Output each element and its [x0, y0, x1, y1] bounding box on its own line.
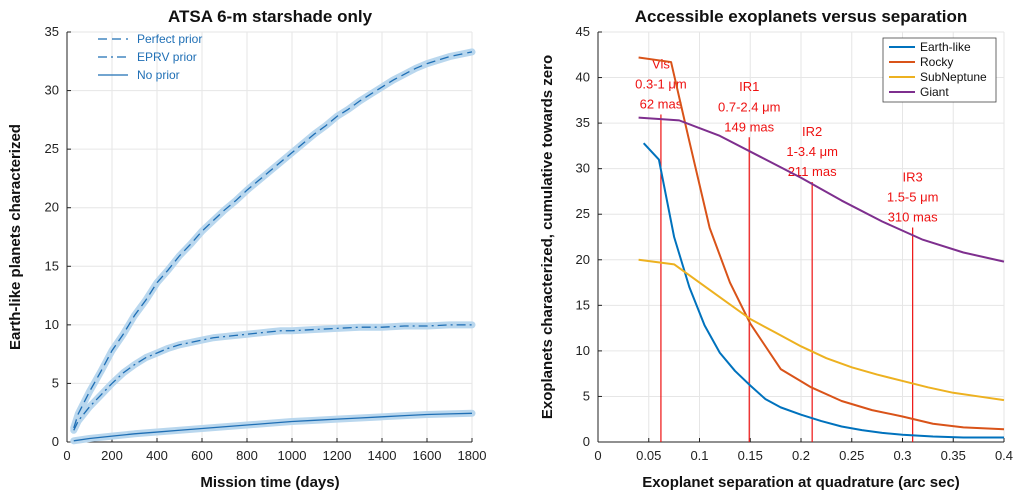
series-line-no-prior — [73, 412, 473, 442]
separation-marker-label: 1-3.4 μm — [786, 144, 838, 159]
legend-label: SubNeptune — [920, 70, 987, 84]
x-tick-label: 800 — [236, 448, 258, 463]
legend-label: Earth-like — [920, 40, 971, 54]
y-tick-label: 45 — [576, 24, 590, 39]
x-axis-label: Exoplanet separation at quadrature (arc … — [642, 474, 960, 491]
x-tick-label: 0 — [63, 448, 70, 463]
x-tick-label: 600 — [191, 448, 213, 463]
separation-marker-label: IR3 — [903, 169, 923, 184]
legend-label: Rocky — [920, 55, 953, 69]
series-line-eprv-prior — [73, 324, 472, 431]
series-band-0 — [70, 48, 476, 432]
legend-label: No prior — [137, 68, 180, 82]
y-axis-label: Earth-like planets characterized — [7, 124, 24, 350]
separation-marker-label: IR1 — [739, 79, 759, 94]
chart-panel-1: 0 200 400 600 800 1000 1200 1400 1600 1800 0 5 10 15 2… — [7, 7, 486, 491]
series-line-subneptune — [638, 258, 1005, 402]
x-tick-label: 0.35 — [941, 448, 966, 463]
y-tick-label: 0 — [52, 434, 59, 449]
separation-marker-label: Vis — [652, 56, 670, 71]
y-tick-label: 30 — [45, 83, 59, 98]
y-tick-label: 15 — [45, 258, 59, 273]
x-tick-label: 1800 — [458, 448, 487, 463]
y-tick-label: 15 — [576, 297, 590, 312]
series-band-2 — [70, 409, 476, 445]
x-axis-label: Mission time (days) — [200, 474, 339, 491]
chart-title: Accessible exoplanets versus separation — [635, 7, 968, 26]
y-tick-label: 5 — [583, 388, 590, 403]
y-tick-label: 20 — [45, 200, 59, 215]
x-tick-label: 400 — [146, 448, 168, 463]
y-tick-label: 5 — [52, 375, 59, 390]
y-tick-label: 35 — [576, 115, 590, 130]
separation-marker-label: 149 mas — [724, 119, 774, 134]
x-tick-label: 0.2 — [792, 448, 810, 463]
legend-label: Perfect prior — [137, 32, 202, 46]
x-tick-label: 0.1 — [690, 448, 708, 463]
x-tick-label: 0.25 — [839, 448, 864, 463]
x-tick-label: 0.05 — [636, 448, 661, 463]
y-tick-label: 10 — [576, 343, 590, 358]
x-tick-label: 0.15 — [738, 448, 763, 463]
y-tick-label: 20 — [576, 252, 590, 267]
x-tick-label: 0.4 — [995, 448, 1013, 463]
y-axis-label: Exoplanets characterized, cumulative tow… — [539, 55, 556, 419]
x-tick-label: 0 — [594, 448, 601, 463]
chart-panel-2: 0 0.05 0.1 0.15 0.2 0.25 0.3 0.35 0.4 0 5 10 15 20 25 3… — [539, 7, 1013, 491]
series-line-giant — [638, 116, 1005, 263]
separation-marker-label: IR2 — [802, 124, 822, 139]
series-line-perfect-prior — [73, 51, 473, 429]
x-tick-label: 1600 — [413, 448, 442, 463]
series-line-rocky — [638, 56, 1005, 431]
legend-label: Giant — [920, 85, 949, 99]
separation-marker-label: 310 mas — [888, 210, 938, 225]
separation-marker-label: 0.3-1 μm — [635, 76, 687, 91]
separation-marker-label: 62 mas — [640, 97, 683, 112]
y-tick-label: 30 — [576, 161, 590, 176]
separation-marker-label: 1.5-5 μm — [887, 189, 939, 204]
chart-title: ATSA 6-m starshade only — [168, 7, 373, 26]
y-tick-label: 10 — [45, 317, 59, 332]
legend-label: EPRV prior — [137, 50, 197, 64]
y-tick-label: 0 — [583, 434, 590, 449]
x-tick-label: 1200 — [323, 448, 352, 463]
x-tick-label: 1400 — [368, 448, 397, 463]
y-tick-label: 40 — [576, 70, 590, 85]
y-tick-label: 25 — [45, 141, 59, 156]
x-tick-label: 0.3 — [893, 448, 911, 463]
x-tick-label: 200 — [101, 448, 123, 463]
y-tick-label: 35 — [45, 24, 59, 39]
separation-marker-label: 0.7-2.4 μm — [718, 99, 780, 114]
separation-marker-label: 211 mas — [788, 164, 837, 179]
y-tick-label: 25 — [576, 206, 590, 221]
x-tick-label: 1000 — [278, 448, 307, 463]
series-line-earth-like — [642, 142, 1004, 439]
